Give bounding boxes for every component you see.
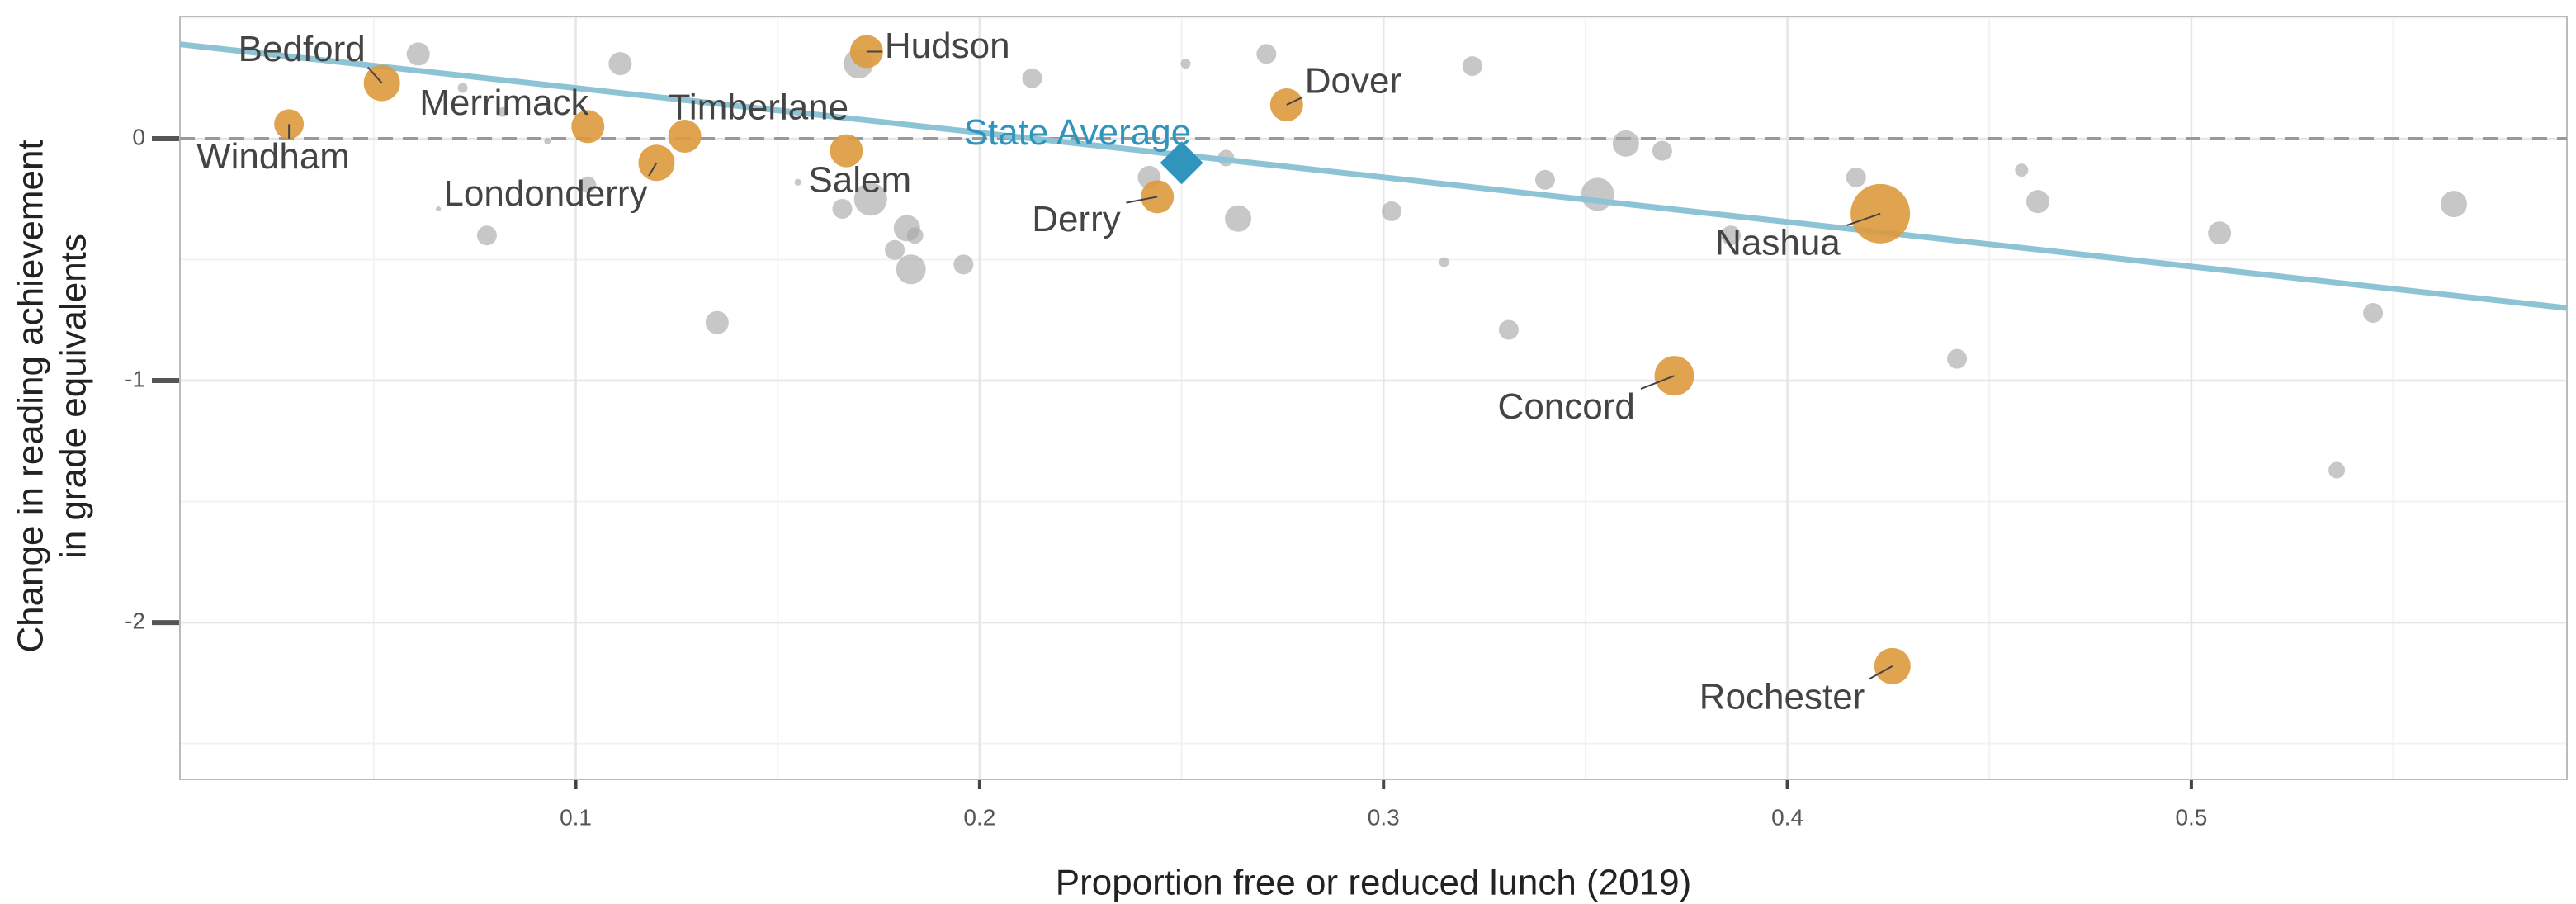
highlight-point: [571, 110, 605, 144]
point: [1947, 348, 1968, 369]
point: [1180, 59, 1191, 69]
plot-border: [179, 16, 2568, 780]
point: [579, 176, 597, 193]
x-tick-label: 0.2: [963, 804, 995, 830]
point: [476, 225, 497, 246]
point: [885, 239, 905, 260]
point-label: Bedford: [239, 29, 366, 69]
point: [1256, 44, 1277, 64]
x-axis-title: Proportion free or reduced lunch (2019): [1056, 863, 1691, 903]
point: [705, 310, 729, 334]
point-label: Windham: [196, 136, 350, 177]
leader-line: [1286, 97, 1302, 106]
point: [1022, 68, 1042, 88]
trend-line: [179, 41, 2568, 311]
y-tick-label: 0: [132, 124, 145, 149]
point: [1439, 257, 1449, 267]
point: [608, 52, 632, 76]
x-tick-label: 0.5: [2175, 804, 2207, 830]
leader-line: [367, 66, 383, 84]
leader-line: [1126, 196, 1158, 204]
point: [436, 206, 442, 211]
point: [2328, 461, 2346, 479]
point-label: Londonderry: [443, 173, 647, 214]
point: [2208, 221, 2232, 245]
point: [2363, 302, 2384, 323]
point: [1581, 177, 1614, 211]
point: [953, 254, 974, 275]
point: [1652, 140, 1672, 161]
point: [457, 83, 468, 93]
point: [1721, 225, 1742, 246]
point-label: Timberlane: [669, 88, 848, 128]
point: [853, 182, 887, 216]
leader-line: [648, 162, 658, 177]
point: [1534, 169, 1555, 190]
point: [1382, 201, 1402, 221]
x-tick-label: 0.3: [1368, 804, 1400, 830]
point-label: Rochester: [1699, 676, 1865, 717]
point: [1225, 205, 1252, 232]
point-label: Derry: [1032, 199, 1121, 239]
highlight-point: [830, 134, 863, 168]
state-average-label: State Average: [964, 112, 1192, 153]
point-label: Nashua: [1715, 222, 1841, 263]
point: [544, 137, 551, 144]
point-label: Hudson: [885, 26, 1010, 66]
x-tick-label: 0.1: [560, 804, 592, 830]
point: [498, 106, 508, 117]
leader-line: [1846, 212, 1881, 226]
point-label: Dover: [1305, 61, 1401, 102]
y-axis-title: in grade equivalents: [54, 234, 94, 559]
leader-line: [1868, 665, 1893, 680]
y-tick-label: -2: [125, 608, 145, 633]
point-label: Concord: [1498, 386, 1635, 427]
point-label: Salem: [808, 159, 911, 200]
point: [2440, 191, 2467, 218]
highlight-point: [668, 120, 702, 154]
point: [406, 42, 430, 66]
point: [1498, 319, 1519, 340]
point: [2015, 163, 2029, 177]
point: [896, 254, 926, 285]
state-average-marker: [1160, 141, 1203, 185]
leader-line: [1640, 375, 1675, 390]
y-tick-label: -1: [125, 366, 145, 391]
point: [1846, 167, 1866, 187]
point: [794, 178, 801, 186]
point: [1462, 56, 1482, 77]
y-axis-title: Change in reading achievement: [11, 140, 51, 652]
x-tick-label: 0.4: [1771, 804, 1803, 830]
point-label: Merrimack: [419, 83, 589, 123]
point: [832, 198, 853, 219]
point: [906, 227, 924, 244]
point: [2025, 190, 2049, 214]
point: [1612, 130, 1639, 157]
